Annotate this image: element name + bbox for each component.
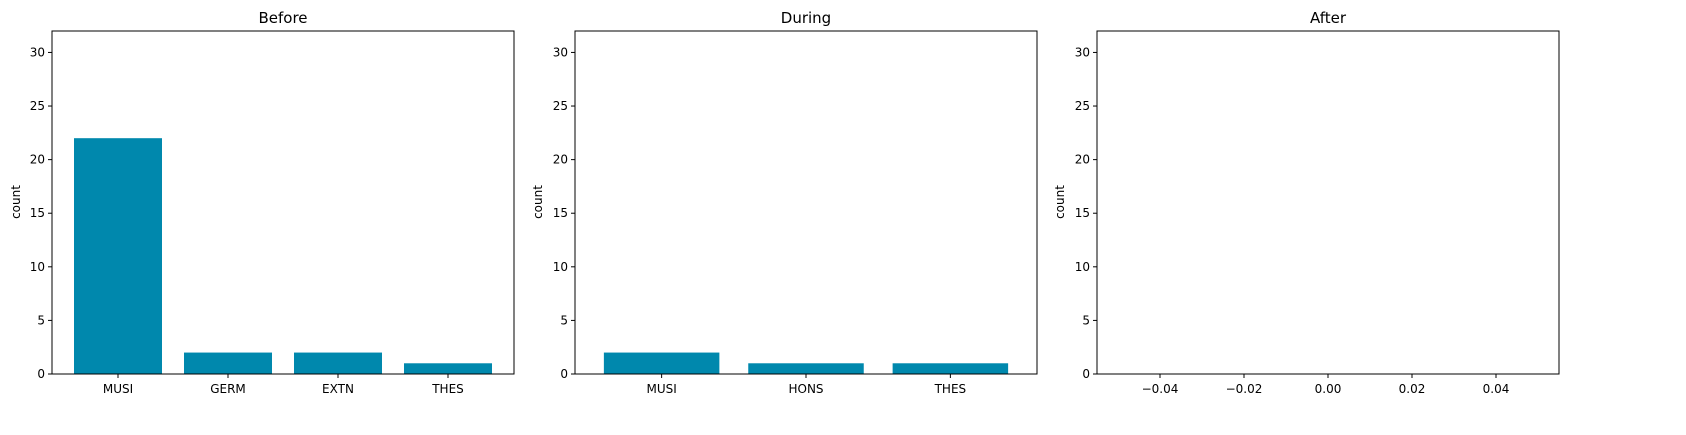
bar-musi xyxy=(603,352,720,374)
y-ticks: 0 5 10 15 20 25 30 xyxy=(1075,45,1097,381)
x-tick-label: 0.04 xyxy=(1483,382,1510,396)
y-tick-label: 25 xyxy=(1075,99,1090,113)
x-tick-label: GERM xyxy=(210,382,246,396)
y-tick-label: 5 xyxy=(1082,313,1090,327)
y-tick-label: 30 xyxy=(1075,45,1090,59)
y-tick-label: 10 xyxy=(1075,260,1090,274)
y-ticks: 0 5 10 15 20 25 30 xyxy=(553,45,575,381)
bars xyxy=(603,352,1009,374)
y-axis-label: count xyxy=(9,185,23,219)
bar-germ xyxy=(184,352,272,374)
x-ticks: MUSI HONS THES xyxy=(646,374,966,396)
y-tick-label: 10 xyxy=(553,260,568,274)
y-axis-label: count xyxy=(1053,185,1067,219)
y-tick-label: 10 xyxy=(30,260,45,274)
y-tick-label: 30 xyxy=(553,45,568,59)
x-tick-label: HONS xyxy=(788,382,823,396)
chart-title: Before xyxy=(258,9,307,27)
bar-extn xyxy=(294,352,382,374)
bar-thes xyxy=(892,363,1009,374)
y-tick-label: 15 xyxy=(553,206,568,220)
x-ticks: −0.04 −0.02 0.00 0.02 0.04 xyxy=(1142,374,1510,396)
panel-before: Before count 0 5 10 15 20 25 30 MUSI GERM EXTN TH… xyxy=(9,9,515,396)
chart-title: During xyxy=(781,9,831,27)
x-tick-label: 0.02 xyxy=(1399,382,1426,396)
plot-frame xyxy=(574,30,1038,375)
x-tick-label: MUSI xyxy=(103,382,133,396)
y-tick-label: 0 xyxy=(37,367,45,381)
x-ticks: MUSI GERM EXTN THES xyxy=(103,374,464,396)
y-tick-label: 15 xyxy=(30,206,45,220)
y-axis-label: count xyxy=(531,185,545,219)
x-tick-label: 0.00 xyxy=(1315,382,1342,396)
bar-hons xyxy=(748,363,864,374)
plot-frame xyxy=(51,30,515,375)
y-tick-label: 5 xyxy=(37,313,45,327)
x-tick-label: THES xyxy=(934,382,967,396)
y-tick-label: 15 xyxy=(1075,206,1090,220)
plot-frame xyxy=(1096,30,1560,375)
bars xyxy=(74,138,492,374)
bar-musi xyxy=(74,138,162,374)
y-tick-label: 0 xyxy=(1082,367,1090,381)
y-tick-label: 5 xyxy=(560,313,568,327)
x-tick-label: −0.02 xyxy=(1226,382,1263,396)
x-tick-label: −0.04 xyxy=(1142,382,1179,396)
y-tick-label: 20 xyxy=(30,153,45,167)
panel-after: After count 0 5 10 15 20 25 30 −0.04 −0.02 0.00 0… xyxy=(1053,9,1560,396)
panel-during: During count 0 5 10 15 20 25 30 MUSI HONS THES xyxy=(531,9,1038,396)
x-tick-label: THES xyxy=(431,382,464,396)
y-tick-label: 20 xyxy=(1075,153,1090,167)
x-tick-label: EXTN xyxy=(322,382,354,396)
chart-title: After xyxy=(1310,9,1347,27)
y-tick-label: 25 xyxy=(553,99,568,113)
y-tick-label: 25 xyxy=(30,99,45,113)
y-ticks: 0 5 10 15 20 25 30 xyxy=(30,45,52,381)
x-tick-label: MUSI xyxy=(646,382,676,396)
bar-thes xyxy=(404,363,492,374)
y-tick-label: 30 xyxy=(30,45,45,59)
y-tick-label: 20 xyxy=(553,153,568,167)
y-tick-label: 0 xyxy=(560,367,568,381)
